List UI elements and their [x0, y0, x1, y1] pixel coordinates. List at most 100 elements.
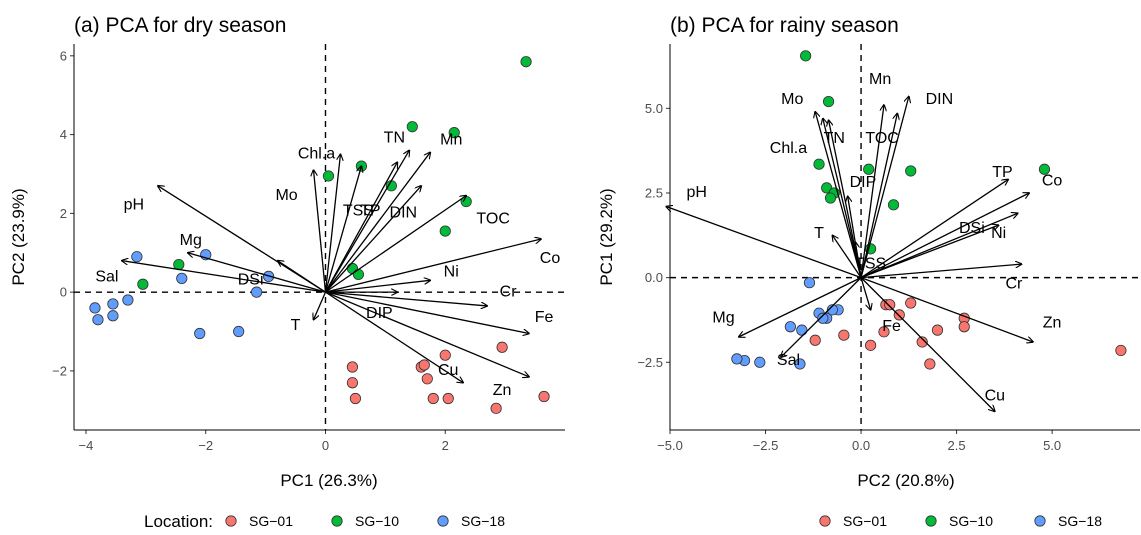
panel-a-arrow-chla [324, 154, 340, 293]
panel-a-arrow-label-chla: Chl.a [298, 146, 335, 163]
legend-right-swatch-sg18 [1034, 515, 1046, 527]
panel-rainy-season: (b) PCA for rainy season −5.0 −2.5 0.0 2.5 5… [597, 14, 1140, 490]
panel-b-point-sg01 [884, 299, 896, 311]
panel-a-arrow-label-t: T [291, 317, 301, 334]
panel-a-point-sg18 [92, 314, 104, 326]
panel-a-arrow-label-ph: pH [124, 197, 144, 214]
panel-b-arrow-label-sal: Sal [777, 352, 800, 369]
panel-b-point-sg10 [800, 50, 812, 62]
panel-b-arrow-tss [855, 242, 862, 278]
panel-b-y-tick-label: −2.5 [637, 355, 663, 370]
panel-b-arrow-ph [666, 207, 862, 279]
panel-a-arrow-mn [324, 152, 430, 293]
panel-b-point-sg18 [794, 358, 806, 370]
panel-b-arrow-sal [781, 277, 862, 358]
panel-b-point-sg10 [824, 192, 837, 204]
panel-a-arrow-label-fe: Fe [535, 309, 554, 326]
panel-b-arrow-label-cu: Cu [985, 387, 1005, 404]
panel-a-arrow-label-mg: Mg [180, 232, 202, 249]
panel-b-arrow-toc [860, 113, 897, 278]
panel-b-arrow-mo [815, 112, 862, 278]
panel-a-arrow-label-din: DIN [390, 205, 418, 222]
panel-a-y-tick-label: 0 [60, 285, 67, 300]
legend-right-label-sg10: SG−10 [949, 513, 993, 529]
panel-b-point-sg10 [1038, 163, 1051, 175]
panel-a-point-sg18 [107, 298, 119, 310]
panel-b-point-sg18 [826, 304, 838, 316]
panel-a-arrow-ni [325, 280, 430, 293]
panel-a-point-sg10 [448, 127, 460, 139]
panel-a-arrow-label-sal: Sal [95, 268, 118, 285]
panel-a-point-sg18 [107, 310, 119, 322]
panel-b-arrow-co [860, 193, 1029, 279]
panel-b-point-sg01 [1115, 344, 1127, 357]
panel-b-x-tick-label: 0.0 [852, 438, 870, 453]
panel-a-point-sg18 [89, 302, 101, 314]
panel-a-arrow-cr [325, 291, 487, 306]
panel-b-arrow-label-tss: TSS [855, 255, 886, 272]
panel-a-arrow-label-cu: Cu [438, 362, 458, 379]
panel-a-point-sg18 [251, 286, 263, 298]
panel-a-arrow-label-tp: TP [360, 203, 380, 220]
legend-right: SG−01 SG−10 SG−18 [819, 513, 1102, 529]
panel-a-point-sg10 [406, 121, 418, 133]
panel-a-x-axis-title: PC1 (26.3%) [280, 471, 377, 490]
panel-b-point-sg10 [821, 182, 833, 194]
panel-b-arrow-zn [860, 277, 1033, 342]
panel-b-arrow-label-chla: Chl.a [770, 140, 807, 157]
panel-a-arrow-mo [314, 170, 327, 293]
panel-b-point-sg18 [754, 356, 766, 368]
panel-a-point-sg01 [439, 349, 451, 361]
panel-a-point-sg01 [490, 402, 502, 414]
panel-b-arrow-label-tn: TN [824, 130, 845, 147]
panel-a-point-sg01 [346, 361, 359, 373]
panel-b-y-tick-label: 0.0 [645, 270, 663, 285]
legend-left-swatch-sg18 [437, 515, 449, 527]
panel-a-arrow-t [314, 291, 327, 320]
panel-a-point-sg01 [538, 390, 550, 403]
panel-b-arrow-mn [860, 105, 884, 278]
panel-a-arrow-tss [324, 166, 361, 293]
panel-a-point-sg01 [442, 392, 454, 405]
panel-b-x-tick-label: 2.5 [948, 438, 966, 453]
panel-a-point-sg18 [194, 327, 206, 340]
panel-a-point-sg10 [439, 225, 451, 237]
panel-a-y-tick-label: 4 [60, 127, 67, 142]
panel-b-arrow-label-cr: Cr [1005, 276, 1023, 293]
panel-a-arrow-tp [324, 162, 397, 293]
panel-b-arrow-label-co: Co [1042, 172, 1063, 189]
panel-a-arrow-zn [325, 291, 529, 377]
panel-a-y-tick-label: −2 [52, 363, 67, 378]
legend-right-label-sg18: SG−18 [1058, 513, 1102, 529]
panel-a-arrow-co [325, 239, 541, 293]
panel-a-x-tick-label: 2 [442, 438, 449, 453]
panel-a-arrow-din [325, 186, 421, 293]
panel-b-y-tick-label: 5.0 [645, 101, 663, 116]
panel-a-arrow-dsi [278, 261, 326, 293]
panel-a-point-sg01 [421, 373, 433, 385]
panel-a-arrow-fe [325, 291, 529, 333]
panel-a-point-sg18 [131, 251, 143, 263]
panel-b-arrow-chla [823, 118, 862, 278]
panel-a-arrow-label-ni: Ni [444, 264, 459, 281]
panel-a-point-sg10 [137, 278, 149, 290]
panel-a-arrow-toc [325, 196, 466, 293]
panel-b-point-sg01 [838, 329, 850, 341]
panel-b-point-sg18 [817, 312, 829, 324]
legend-left-label-sg01: SG−01 [249, 513, 293, 529]
panel-a-arrow-tn [324, 150, 409, 293]
panel-dry-season: (a) PCA for dry season −4 −2 0 2 −2 0 2 4 6 pH Mg S… [9, 14, 565, 490]
panel-b-arrow-cu [860, 277, 995, 412]
panel-b-arrow-label-mg: Mg [712, 309, 734, 326]
panel-a-title: (a) PCA for dry season [74, 14, 286, 37]
panel-b-arrow-label-dsi: DSi [959, 220, 985, 237]
panel-b-arrow-cr [861, 264, 1021, 279]
panel-b-point-sg10 [863, 163, 875, 175]
panel-a-arrow-label-cr: Cr [500, 283, 518, 300]
panel-b-point-sg18 [784, 321, 796, 333]
panel-b-point-sg01 [893, 309, 905, 321]
legend-right-swatch-sg10 [925, 515, 937, 527]
legend-right-label-sg01: SG−01 [843, 513, 887, 529]
panel-a-point-sg01 [346, 377, 359, 389]
